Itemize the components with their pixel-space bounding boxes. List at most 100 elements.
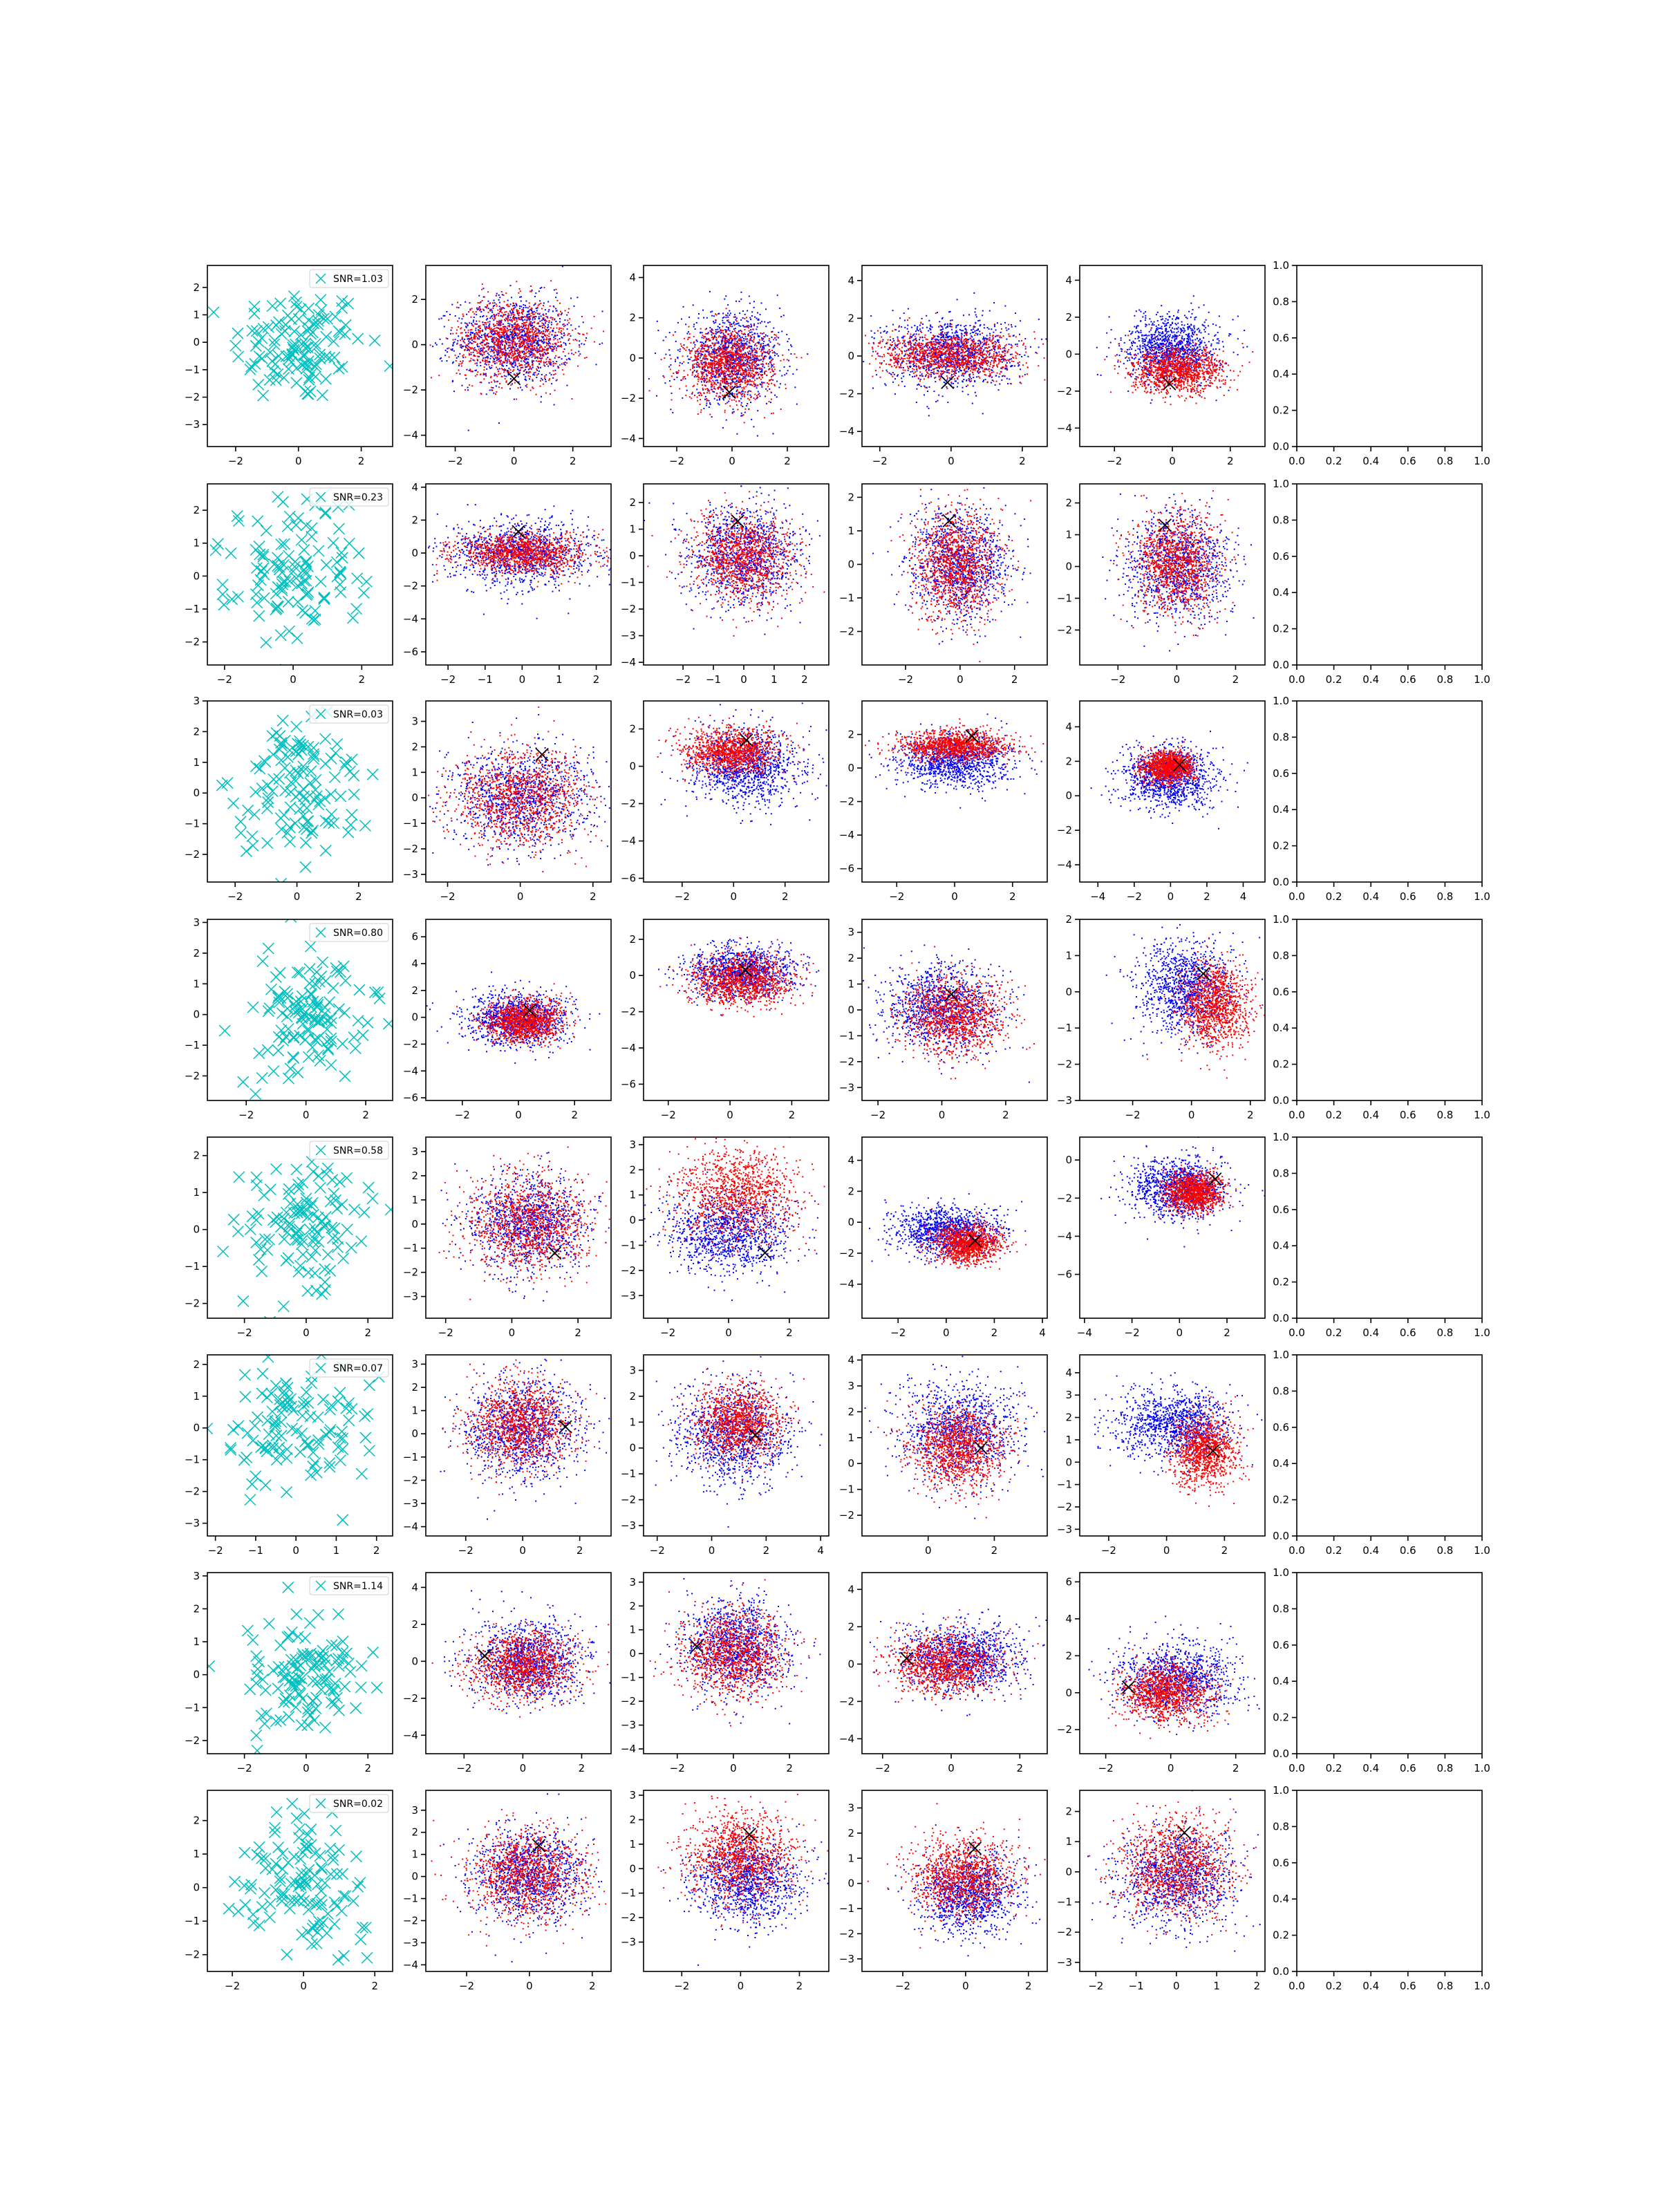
data-layer [218, 1156, 397, 1331]
y-tick-label: −6 [403, 646, 418, 658]
cyan-x-point [265, 1898, 276, 1909]
y-tick-label: 0.6 [1273, 332, 1289, 344]
x-tick-label: 0 [290, 673, 297, 686]
cyan-x-point [364, 1380, 375, 1391]
cyan-x-point [250, 787, 261, 798]
y-tick-label: 0.4 [1273, 1022, 1289, 1034]
y-tick-label: 0.8 [1273, 514, 1289, 526]
cyan-x-point [332, 1954, 344, 1965]
cyan-x-point [256, 1073, 268, 1084]
cyan-x-point [341, 1403, 352, 1414]
x-tick-label: 4 [1039, 1327, 1046, 1339]
y-tick-label: 0.0 [1273, 1747, 1289, 1760]
cyan-x-point [299, 350, 310, 361]
x-tick-label: −2 [225, 1980, 240, 1992]
x-tick-label: 2 [571, 1109, 578, 1121]
cyan-x-point [308, 1166, 319, 1177]
data-layer [427, 972, 624, 1064]
cyan-x-point [289, 561, 300, 572]
x-tick-label: 0 [509, 1327, 516, 1339]
y-tick-label: 0 [847, 1004, 854, 1016]
x-tick-label: 2 [1025, 1980, 1032, 1992]
x-tick-label: −2 [661, 1109, 676, 1121]
y-tick-label: −1 [621, 1887, 636, 1900]
y-tick-label: 6 [1065, 1575, 1072, 1588]
axes-frame [1080, 1137, 1265, 1318]
x-tick-label: 0.4 [1362, 1980, 1379, 1992]
x-tick-label: −2 [459, 1980, 474, 1992]
x-tick-label: −2 [227, 890, 243, 903]
y-tick-label: −1 [185, 1039, 200, 1051]
cyan-x-point [257, 1674, 268, 1685]
marker-stroke [315, 901, 326, 912]
cyan-x-point [321, 1430, 332, 1441]
x-tick-label: −1 [706, 673, 721, 686]
x-tick-label: 0.2 [1326, 1762, 1342, 1774]
x-tick-label: 2 [574, 1327, 581, 1339]
cyan-x-point [326, 1060, 337, 1071]
cyan-x-point [264, 1912, 275, 1923]
y-tick-label: 1.0 [1273, 259, 1289, 272]
cyan-x-point [258, 390, 269, 401]
x-tick-label: −4 [1077, 1327, 1092, 1339]
y-tick-label: 0 [847, 1658, 854, 1670]
cyan-x-point [292, 632, 303, 644]
y-tick-label: 1 [193, 1390, 200, 1403]
cyan-x-point [340, 1891, 351, 1902]
axes-frame [862, 484, 1047, 665]
cyan-x-point [223, 1903, 234, 1914]
y-tick-label: 0.4 [1273, 1239, 1289, 1252]
y-tick-label: −1 [621, 1468, 636, 1480]
y-tick-label: 1 [193, 1186, 200, 1199]
blue-point-cloud [648, 291, 808, 437]
cyan-x-point [362, 1017, 373, 1028]
cyan-x-point [322, 1249, 333, 1260]
x-tick-label: 0.6 [1400, 1762, 1416, 1774]
legend-label: SNR=1.03 [333, 274, 383, 285]
y-tick-label: 0.4 [1273, 368, 1289, 380]
red-point-cloud [442, 1360, 598, 1496]
cyan-x-point [257, 956, 268, 967]
cyan-x-point [302, 1439, 313, 1450]
cyan-x-point [368, 1647, 379, 1658]
cyan-x-point [239, 1369, 250, 1380]
cyan-x-point [272, 1683, 283, 1694]
blue-point-cloud [863, 944, 1030, 1082]
y-tick-label: 1.0 [1273, 1131, 1289, 1143]
cyan-x-point [262, 1044, 273, 1056]
y-tick-label: 0 [193, 1224, 200, 1236]
blue-point-cloud [443, 1793, 624, 1962]
cyan-x-point [254, 1841, 265, 1853]
y-tick-label: 2 [411, 1826, 418, 1839]
y-tick-label: 0 [193, 1882, 200, 1894]
x-tick-label: 2 [593, 673, 600, 686]
x-tick-label: 2 [589, 1980, 596, 1992]
y-tick-label: −2 [621, 1264, 636, 1277]
y-tick-label: −1 [839, 1029, 854, 1042]
y-tick-label: 2 [847, 1827, 854, 1839]
y-tick-label: 2 [193, 725, 200, 738]
y-tick-label: 0 [1065, 561, 1072, 573]
cyan-x-point [271, 727, 282, 738]
x-tick-label: 1.0 [1474, 1327, 1490, 1339]
cyan-x-point [356, 1236, 367, 1247]
cyan-x-point [267, 301, 278, 312]
data-layer [658, 937, 819, 1018]
x-tick-label: −2 [670, 1762, 685, 1774]
x-tick-label: −2 [455, 1109, 470, 1121]
y-tick-label: −1 [839, 592, 854, 604]
x-tick-label: 0.0 [1288, 673, 1305, 686]
cyan-x-point [273, 1045, 284, 1056]
cyan-x-point [263, 1351, 274, 1362]
x-tick-label: 0 [295, 455, 302, 467]
y-tick-label: 3 [847, 1801, 854, 1814]
x-tick-label: −2 [675, 890, 690, 903]
y-tick-label: −1 [185, 818, 200, 830]
blue-point-cloud [834, 713, 1050, 808]
cyan-x-point [287, 1798, 298, 1809]
